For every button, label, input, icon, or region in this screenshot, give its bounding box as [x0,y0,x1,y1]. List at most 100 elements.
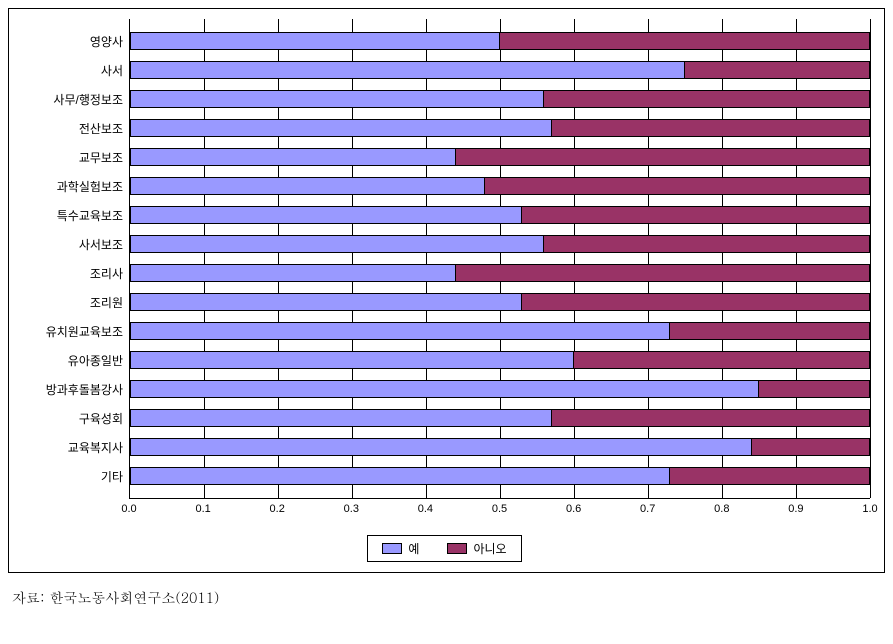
legend-row: 예 아니오 [19,535,870,562]
bar-row [130,172,870,201]
bar-segment-no [685,61,870,79]
chart-frame: 영양사사서사무/행정보조전산보조교무보조과학실험보조특수교육보조사서보조조리사조… [8,8,885,573]
bar-segment-no [500,32,870,50]
bar-segment-yes [130,322,670,340]
bar-segment-yes [130,438,752,456]
stacked-bar [130,119,870,137]
bar-row [130,27,870,56]
stacked-bar [130,380,870,398]
bar-segment-no [670,322,870,340]
y-axis-label: 조리원 [19,288,129,317]
y-axis: 영양사사서사무/행정보조전산보조교무보조과학실험보조특수교육보조사서보조조리사조… [19,19,129,499]
legend-swatch [382,543,402,554]
x-tick-label: 0.5 [492,503,507,515]
stacked-bar [130,148,870,166]
bar-segment-no [544,90,870,108]
bar-segment-no [752,438,870,456]
bars-container [130,19,870,498]
plot-area [129,19,870,499]
bar-segment-yes [130,61,685,79]
y-axis-label: 기타 [19,462,129,491]
y-axis-label: 과학실험보조 [19,172,129,201]
legend: 예 아니오 [367,535,521,562]
x-tick-label: 0.6 [566,503,581,515]
bar-segment-yes [130,351,574,369]
bar-segment-yes [130,293,522,311]
stacked-bar [130,206,870,224]
y-axis-label: 교무보조 [19,143,129,172]
y-axis-label: 사서 [19,56,129,85]
y-axis-label: 교육복지사 [19,433,129,462]
y-axis-label: 전산보조 [19,114,129,143]
grid-line [870,19,871,498]
bar-segment-yes [130,264,456,282]
bar-segment-no [485,177,870,195]
bar-segment-yes [130,148,456,166]
x-tick-label: 0.8 [714,503,729,515]
y-axis-label: 조리사 [19,259,129,288]
legend-swatch [447,543,467,554]
plot-row: 영양사사서사무/행정보조전산보조교무보조과학실험보조특수교육보조사서보조조리사조… [19,19,870,499]
bar-row [130,259,870,288]
stacked-bar [130,177,870,195]
bar-row [130,374,870,403]
bar-segment-yes [130,32,500,50]
bar-segment-no [552,119,870,137]
stacked-bar [130,90,870,108]
y-axis-label: 영양사 [19,27,129,56]
y-axis-label: 특수교육보조 [19,201,129,230]
y-axis-label: 방과후돌봄강사 [19,375,129,404]
bar-row [130,114,870,143]
source-citation: 자료: 한국노동사회연구소(2011) [12,587,885,607]
x-tick-label: 0.7 [640,503,655,515]
bar-segment-no [522,206,870,224]
bar-row [130,143,870,172]
bar-segment-no [522,293,870,311]
x-axis-spacer [19,499,129,521]
y-axis-label: 사서보조 [19,230,129,259]
stacked-bar [130,351,870,369]
bar-row [130,230,870,259]
bar-segment-yes [130,409,552,427]
bar-segment-yes [130,380,759,398]
bar-segment-no [759,380,870,398]
legend-item: 아니오 [447,540,506,557]
y-axis-label: 구육성회 [19,404,129,433]
x-axis-row: 0.00.10.20.30.40.50.60.70.80.91.0 [19,499,870,521]
legend-label: 아니오 [473,540,506,557]
bar-segment-no [544,235,870,253]
x-tick-label: 0.4 [418,503,433,515]
chart: 영양사사서사무/행정보조전산보조교무보조과학실험보조특수교육보조사서보조조리사조… [19,19,870,562]
bar-segment-no [670,467,870,485]
bar-row [130,287,870,316]
bar-segment-yes [130,235,544,253]
stacked-bar [130,235,870,253]
bar-row [130,56,870,85]
y-axis-label: 유치원교육보조 [19,317,129,346]
bar-segment-no [456,264,870,282]
bar-segment-no [574,351,870,369]
bar-segment-yes [130,90,544,108]
bar-segment-yes [130,119,552,137]
stacked-bar [130,438,870,456]
stacked-bar [130,409,870,427]
bar-segment-no [552,409,870,427]
bar-segment-yes [130,177,485,195]
bar-segment-yes [130,467,670,485]
bar-row [130,345,870,374]
bar-row [130,316,870,345]
stacked-bar [130,32,870,50]
legend-label: 예 [408,540,419,557]
x-tick-label: 0.9 [788,503,803,515]
bar-row [130,432,870,461]
y-axis-label: 사무/행정보조 [19,85,129,114]
bar-row [130,201,870,230]
bar-segment-no [456,148,870,166]
x-tick-label: 0.3 [344,503,359,515]
stacked-bar [130,322,870,340]
x-axis: 0.00.10.20.30.40.50.60.70.80.91.0 [129,499,870,521]
x-tick-label: 0.1 [195,503,210,515]
stacked-bar [130,61,870,79]
y-axis-label: 유아종일반 [19,346,129,375]
stacked-bar [130,264,870,282]
